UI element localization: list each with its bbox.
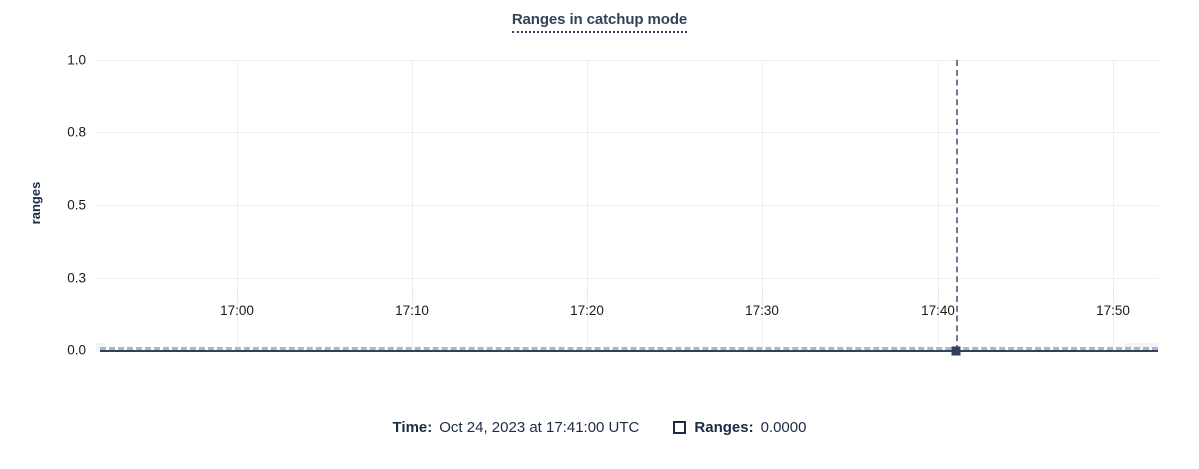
- legend-value: 0.0000: [760, 419, 807, 436]
- series-line-ranges: [100, 350, 1158, 352]
- y-tick-label: 1.0: [67, 52, 86, 68]
- gridline-horizontal: [96, 205, 1158, 206]
- gridline-vertical: [412, 60, 413, 351]
- y-tick-label: 0.5: [67, 197, 86, 213]
- gridline-horizontal: [96, 60, 1158, 61]
- gridline-horizontal: [96, 278, 1158, 279]
- chart-footer: Time: Oct 24, 2023 at 17:41:00 UTC Range…: [0, 419, 1199, 436]
- checkbox-icon[interactable]: [673, 421, 687, 434]
- chart-title-text: Ranges in catchup mode: [511, 11, 687, 33]
- x-tick-label: 17:50: [1096, 303, 1130, 318]
- gridline-vertical: [1113, 60, 1114, 351]
- legend-item-ranges[interactable]: Ranges: 0.0000: [673, 419, 806, 436]
- crosshair-vertical-line: [956, 60, 958, 351]
- x-tick-label: 17:00: [220, 303, 254, 318]
- gridline-horizontal: [96, 132, 1158, 133]
- tooltip-time-label: Time:: [392, 419, 433, 436]
- tooltip-time: Time: Oct 24, 2023 at 17:41:00 UTC: [393, 419, 640, 436]
- tooltip-time-value: Oct 24, 2023 at 17:41:00 UTC: [439, 419, 640, 436]
- gridline-vertical: [762, 60, 763, 351]
- y-tick-label: 0.3: [67, 270, 86, 286]
- x-tick-mark: [587, 291, 588, 298]
- x-tick-mark: [237, 291, 238, 298]
- chart-title: Ranges in catchup mode: [0, 11, 1199, 33]
- x-tick-mark: [412, 291, 413, 298]
- y-tick-label: 0.0: [67, 342, 86, 358]
- series-dashed-ranges: [100, 347, 1158, 350]
- legend-label: Ranges:: [694, 419, 754, 436]
- gridline-vertical: [237, 60, 238, 351]
- x-tick-mark: [1113, 291, 1114, 298]
- x-tick-mark: [938, 291, 939, 298]
- x-tick-label: 17:10: [395, 303, 429, 318]
- x-tick-label: 17:40: [921, 303, 955, 318]
- crosshair-point-marker[interactable]: [951, 346, 961, 356]
- x-tick-mark: [762, 291, 763, 298]
- gridline-vertical: [938, 60, 939, 351]
- x-tick-label: 17:30: [745, 303, 779, 318]
- gridline-vertical: [587, 60, 588, 351]
- x-tick-label: 17:20: [570, 303, 604, 318]
- plot-area[interactable]: [96, 60, 1158, 356]
- y-tick-label: 0.8: [67, 124, 86, 140]
